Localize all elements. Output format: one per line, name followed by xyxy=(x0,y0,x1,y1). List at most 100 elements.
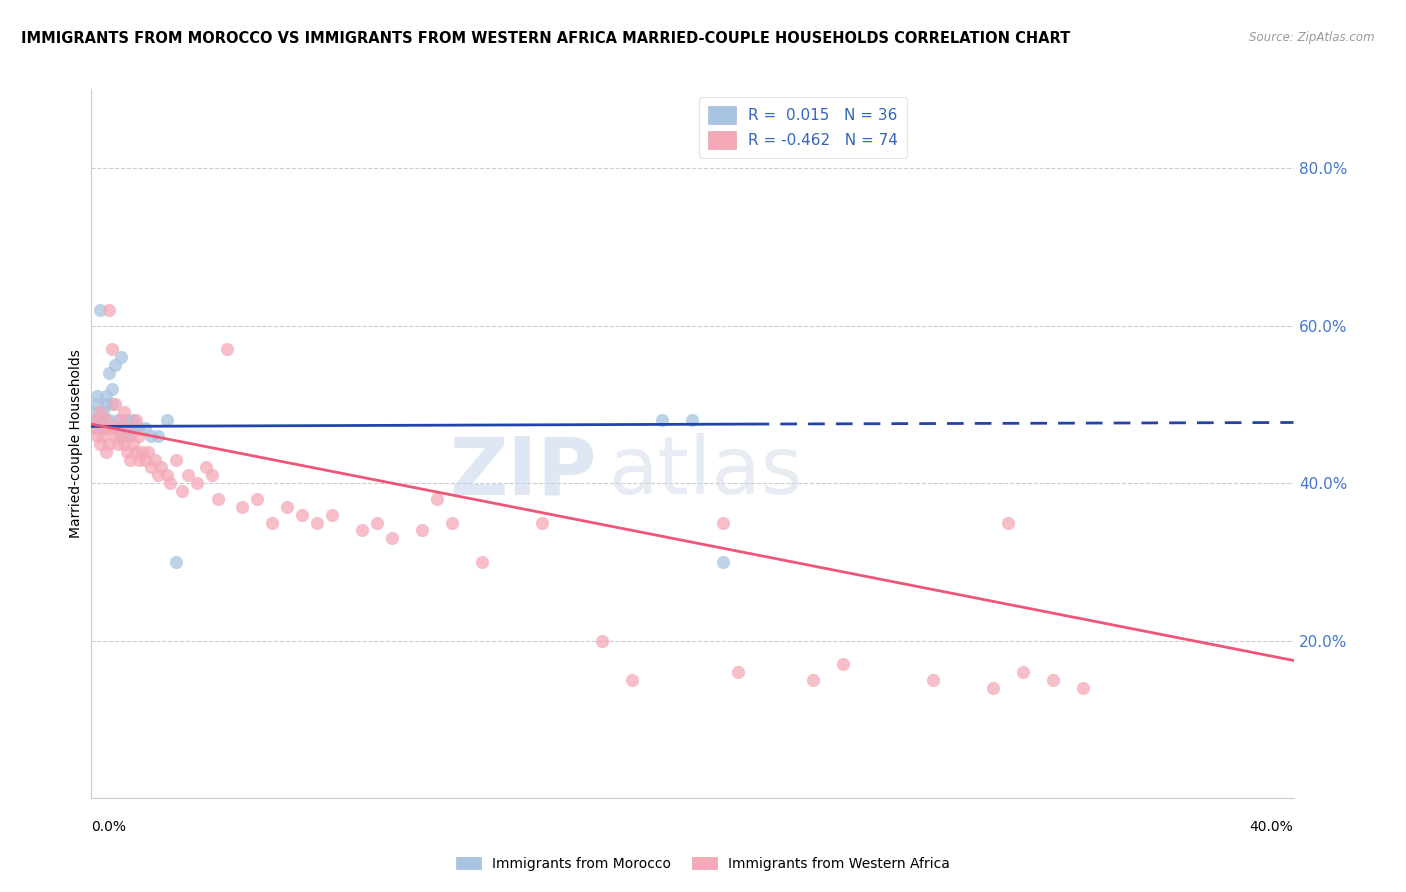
Point xyxy=(531,516,554,530)
Point xyxy=(246,491,269,506)
Point xyxy=(381,531,404,545)
Point xyxy=(117,444,139,458)
Point xyxy=(86,389,108,403)
Point xyxy=(93,429,115,443)
Point xyxy=(165,452,187,467)
Point xyxy=(98,366,121,380)
Point xyxy=(86,421,108,435)
Text: ZIP: ZIP xyxy=(449,434,596,511)
Point xyxy=(801,673,824,687)
Point xyxy=(83,405,105,419)
Point xyxy=(997,516,1019,530)
Point xyxy=(98,413,121,427)
Point xyxy=(89,302,111,317)
Point xyxy=(128,429,150,443)
Point xyxy=(138,444,160,458)
Point xyxy=(96,397,118,411)
Point xyxy=(170,483,193,498)
Legend: Immigrants from Morocco, Immigrants from Western Africa: Immigrants from Morocco, Immigrants from… xyxy=(450,851,956,876)
Point xyxy=(96,413,118,427)
Point xyxy=(83,421,105,435)
Point xyxy=(128,421,150,435)
Point xyxy=(141,429,163,443)
Point xyxy=(104,397,127,411)
Point xyxy=(128,452,150,467)
Point xyxy=(89,413,111,427)
Text: 0.0%: 0.0% xyxy=(91,821,127,834)
Point xyxy=(207,491,229,506)
Point xyxy=(114,421,136,435)
Point xyxy=(426,491,449,506)
Point xyxy=(98,302,121,317)
Point xyxy=(146,468,169,483)
Point xyxy=(96,444,118,458)
Point xyxy=(134,421,156,435)
Point xyxy=(201,468,224,483)
Point xyxy=(104,421,127,435)
Point xyxy=(1012,665,1035,680)
Point xyxy=(186,476,208,491)
Point xyxy=(165,555,187,569)
Legend: R =  0.015   N = 36, R = -0.462   N = 74: R = 0.015 N = 36, R = -0.462 N = 74 xyxy=(699,97,907,158)
Point xyxy=(141,460,163,475)
Point xyxy=(122,413,145,427)
Point xyxy=(155,413,177,427)
Point xyxy=(114,436,136,450)
Point xyxy=(366,516,388,530)
Point xyxy=(125,444,148,458)
Point xyxy=(104,429,127,443)
Point xyxy=(107,436,129,450)
Point xyxy=(96,389,118,403)
Point xyxy=(96,421,118,435)
Point xyxy=(276,500,298,514)
Point xyxy=(134,452,156,467)
Text: Source: ZipAtlas.com: Source: ZipAtlas.com xyxy=(1250,31,1375,45)
Point xyxy=(1042,673,1064,687)
Text: atlas: atlas xyxy=(609,434,803,511)
Point xyxy=(83,413,105,427)
Point xyxy=(981,681,1004,695)
Point xyxy=(231,500,253,514)
Point xyxy=(89,405,111,419)
Point xyxy=(107,421,129,435)
Point xyxy=(411,524,433,538)
Point xyxy=(651,413,673,427)
Point xyxy=(194,460,217,475)
Point xyxy=(122,436,145,450)
Point xyxy=(260,516,283,530)
Point xyxy=(101,421,124,435)
Point xyxy=(120,452,142,467)
Point xyxy=(117,413,139,427)
Point xyxy=(93,405,115,419)
Point xyxy=(350,524,373,538)
Point xyxy=(159,476,181,491)
Point xyxy=(120,421,142,435)
Point xyxy=(215,342,238,356)
Text: IMMIGRANTS FROM MOROCCO VS IMMIGRANTS FROM WESTERN AFRICA MARRIED-COUPLE HOUSEHO: IMMIGRANTS FROM MOROCCO VS IMMIGRANTS FR… xyxy=(21,31,1070,46)
Point xyxy=(1071,681,1094,695)
Point xyxy=(125,421,148,435)
Point xyxy=(107,413,129,427)
Point xyxy=(93,413,115,427)
Point xyxy=(110,350,132,364)
Point xyxy=(922,673,945,687)
Point xyxy=(155,468,177,483)
Point xyxy=(125,413,148,427)
Point xyxy=(176,468,198,483)
Point xyxy=(101,382,124,396)
Point xyxy=(681,413,703,427)
Text: 40.0%: 40.0% xyxy=(1250,821,1294,834)
Point xyxy=(110,413,132,427)
Point xyxy=(831,657,853,672)
Point xyxy=(98,436,121,450)
Point xyxy=(321,508,343,522)
Point xyxy=(86,429,108,443)
Point xyxy=(711,555,734,569)
Point xyxy=(86,413,108,427)
Point xyxy=(101,397,124,411)
Point xyxy=(110,429,132,443)
Point xyxy=(471,555,494,569)
Point xyxy=(305,516,328,530)
Point xyxy=(727,665,749,680)
Point xyxy=(131,444,153,458)
